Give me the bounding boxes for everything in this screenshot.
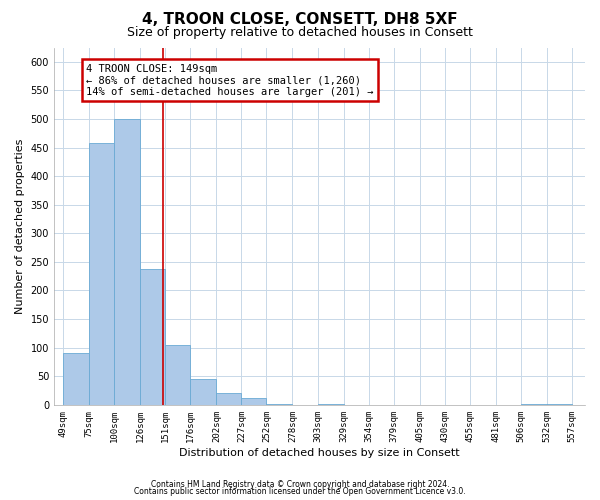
Bar	[217, 394, 241, 405]
Bar	[63, 354, 89, 405]
Text: Size of property relative to detached houses in Consett: Size of property relative to detached ho…	[127, 26, 473, 39]
Bar	[140, 270, 165, 405]
Bar	[165, 345, 190, 405]
Bar	[89, 143, 114, 405]
Bar	[317, 404, 344, 405]
Text: Contains public sector information licensed under the Open Government Licence v3: Contains public sector information licen…	[134, 487, 466, 496]
X-axis label: Distribution of detached houses by size in Consett: Distribution of detached houses by size …	[179, 448, 460, 458]
Y-axis label: Number of detached properties: Number of detached properties	[15, 138, 25, 314]
Bar	[521, 404, 547, 405]
Text: 4 TROON CLOSE: 149sqm
← 86% of detached houses are smaller (1,260)
14% of semi-d: 4 TROON CLOSE: 149sqm ← 86% of detached …	[86, 64, 374, 96]
Bar	[190, 379, 217, 405]
Text: Contains HM Land Registry data © Crown copyright and database right 2024.: Contains HM Land Registry data © Crown c…	[151, 480, 449, 489]
Text: 4, TROON CLOSE, CONSETT, DH8 5XF: 4, TROON CLOSE, CONSETT, DH8 5XF	[142, 12, 458, 28]
Bar	[266, 404, 292, 405]
Bar	[114, 119, 140, 405]
Bar	[241, 398, 266, 405]
Bar	[547, 404, 572, 405]
